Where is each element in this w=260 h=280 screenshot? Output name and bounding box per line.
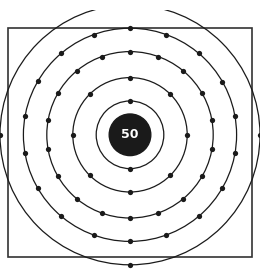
Circle shape [109, 114, 151, 156]
Text: 50: 50 [121, 128, 139, 141]
FancyBboxPatch shape [8, 28, 252, 257]
